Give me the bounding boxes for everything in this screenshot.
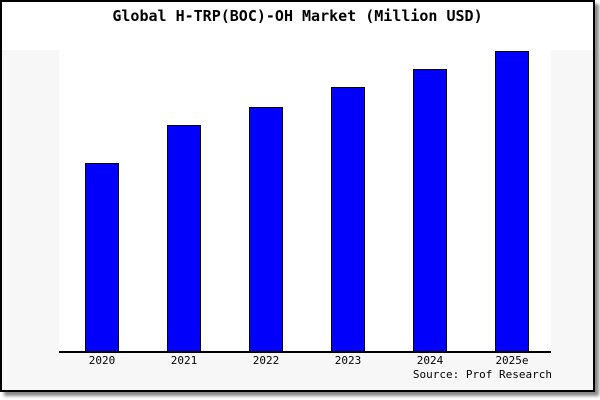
source-attribution: Source: Prof Research xyxy=(412,368,552,381)
chart-figure: Global H-TRP(BOC)-OH Market (Million USD… xyxy=(0,0,595,392)
x-tick-label-2022: 2022 xyxy=(252,354,280,367)
bar-2021 xyxy=(167,125,201,351)
x-tick-label-2021: 2021 xyxy=(170,354,198,367)
x-tick-label-2020: 2020 xyxy=(88,354,116,367)
x-tick-label-2024: 2024 xyxy=(416,354,444,367)
x-tick-label-2023: 2023 xyxy=(334,354,362,367)
chart-title: Global H-TRP(BOC)-OH Market (Million USD… xyxy=(112,7,483,25)
plot-area xyxy=(59,50,551,353)
bar-2023 xyxy=(331,87,365,351)
x-tick-label-2025e: 2025e xyxy=(495,354,529,367)
title-strip: Global H-TRP(BOC)-OH Market (Million USD… xyxy=(2,2,593,50)
bar-2022 xyxy=(249,107,283,351)
bar-2025e xyxy=(495,51,529,351)
bar-2020 xyxy=(85,163,119,351)
bar-2024 xyxy=(413,69,447,351)
